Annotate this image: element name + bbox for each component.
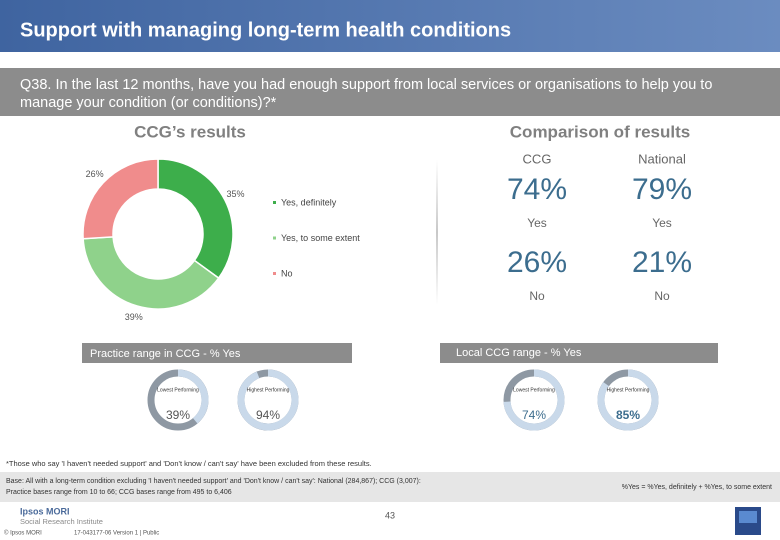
footer — [0, 502, 780, 540]
data-label: 26% — [86, 169, 104, 179]
base-text: Base: All with a long-term condition exc… — [6, 478, 421, 485]
title: Support with managing long-term health c… — [20, 19, 511, 41]
gauge-value: 74% — [522, 408, 546, 422]
base-bar — [0, 472, 780, 502]
divider — [436, 160, 438, 305]
legend-swatch — [273, 201, 276, 204]
gauge-caption: Highest Performing — [247, 387, 290, 393]
header-bar — [0, 0, 780, 52]
footnote: *Those who say 'I haven't needed support… — [6, 459, 372, 468]
gauge-value: 39% — [166, 408, 190, 422]
range-title: Local CCG range - % Yes — [456, 347, 582, 359]
page-number: 43 — [385, 510, 395, 520]
range-bar — [440, 343, 718, 363]
value-caption: Yes — [652, 216, 672, 230]
legend-label: Yes, definitely — [281, 197, 337, 207]
legend: Yes, definitely Yes, to some extent No — [273, 197, 360, 278]
range-bar — [82, 343, 352, 363]
logo-text: Social Research Institute — [20, 517, 103, 526]
gauge-face — [511, 377, 557, 423]
comparison-table: CCG National 74% Yes 79% Yes 26% No 21% No — [507, 151, 692, 303]
data-label: 35% — [227, 189, 245, 199]
value-caption: No — [529, 289, 545, 303]
logo-text: Ipsos MORI — [20, 506, 70, 516]
formula: %Yes = %Yes, definitely + %Yes, to some … — [622, 484, 772, 491]
legend-swatch — [273, 272, 276, 275]
donut-chart: 35% 39% 26% — [82, 158, 245, 322]
column-header: National — [638, 151, 686, 166]
donut-segment — [157, 158, 234, 280]
gauge-face — [605, 377, 651, 423]
base-text: Practice bases range from 10 to 66; CCG … — [6, 489, 232, 496]
donut-segment — [82, 158, 159, 240]
gauge-arc — [177, 369, 209, 424]
gauge-arc — [237, 369, 299, 431]
logo — [739, 511, 757, 523]
gauges: Lowest Performing 39% Highest Performing 94… — [147, 369, 659, 431]
big-value: 74% — [507, 173, 567, 206]
column-header: CCG — [523, 151, 552, 166]
big-value: 79% — [632, 173, 692, 206]
big-value: 26% — [507, 246, 567, 279]
value-caption: Yes — [527, 216, 547, 230]
value-caption: No — [654, 289, 670, 303]
copyright: © Ipsos MORI — [4, 530, 42, 537]
question: Q38. In the last 12 months, have you had… — [20, 77, 716, 111]
big-value: 21% — [632, 246, 692, 279]
gauge-value: 94% — [256, 408, 280, 422]
gauge-face — [155, 377, 201, 423]
section-title: CCG’s results — [134, 122, 246, 141]
range-title: Practice range in CCG - % Yes — [90, 348, 241, 360]
gauge-face — [245, 377, 291, 423]
version: 17-043177-06 Version 1 | Public — [74, 531, 159, 537]
legend-swatch — [273, 236, 276, 240]
section-title: Comparison of results — [510, 122, 690, 141]
gauge-caption: Lowest Performing — [157, 387, 199, 393]
legend-label: Yes, to some extent — [281, 233, 360, 243]
data-label: 39% — [125, 312, 143, 322]
gauge-arc — [503, 369, 565, 431]
gauge-caption: Lowest Performing — [513, 387, 555, 393]
donut-segment — [82, 236, 220, 310]
gauge-arc — [597, 369, 659, 431]
legend-label: No — [281, 268, 293, 278]
question-bar — [0, 68, 780, 116]
gauge-value: 85% — [616, 408, 640, 422]
gauge-caption: Highest Performing — [607, 387, 650, 393]
